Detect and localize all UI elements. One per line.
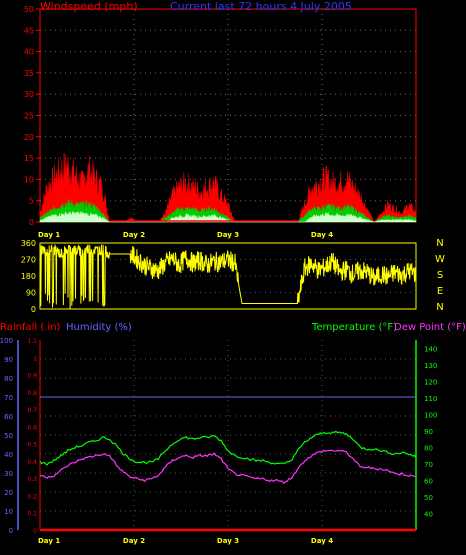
weather-x-tick-label: Day 1 [38,537,60,545]
y-tick-label: 35 [24,69,34,78]
humidity-tick-label: 50 [4,432,13,440]
wind-speed-panel: 0 5 10 15 20 25 30 35 40 45 50 Windspeed (mph) Curre… [24,0,417,239]
wind-x-tick-label: Day 4 [311,231,333,239]
y-tick-label: 45 [24,26,34,35]
humidity-tick-label: 100 [0,337,13,345]
y-tick-label: 20 [24,133,34,142]
temperature-tick-label: 120 [424,378,437,386]
rainfall-tick-label: 1 [33,355,37,362]
temperature-tick-label: 140 [424,345,437,353]
rainfall-tick-label: 0.1 [27,511,37,518]
compass-label: E [437,286,443,297]
y-tick-label: 15 [24,154,34,163]
temperature-tick-label: 100 [424,411,437,419]
wind-speed-title: Windspeed (mph) [40,0,138,13]
legend-rainfall: Rainfall (.in) [0,322,61,333]
y-tick-label: 5 [29,197,34,206]
y-tick-label: 0 [31,305,36,314]
compass-label: W [435,254,445,265]
series-gust [39,153,417,223]
temperature-tick-label: 70 [424,461,433,469]
rainfall-tick-label: 0.5 [27,442,37,449]
humidity-tick-label: 60 [4,413,13,421]
wind-x-tick-label: Day 1 [38,231,60,239]
rainfall-tick-label: 0.9 [27,373,37,380]
legend-humidity: Humidity (%) [66,322,132,333]
y-tick-label: 40 [24,48,34,57]
humidity-tick-label: 0 [9,527,13,535]
y-tick-label: 10 [24,175,34,184]
wind-x-tick-label: Day 2 [123,231,145,239]
y-tick-label: 180 [21,272,36,281]
rainfall-tick-label: 0.8 [27,390,37,397]
humidity-tick-label: 80 [4,375,13,383]
y-tick-label: 25 [24,112,34,121]
rainfall-tick-label: 0.6 [27,424,37,431]
weather-panel: 0 10 20 30 40 50 60 70 80 90 100 0 0.1 0.2 0.3 0.4 0.5 0.… [0,322,466,545]
temperature-tick-label: 90 [424,428,433,436]
y-tick-label: 360 [21,239,36,248]
temperature-tick-label: 110 [424,395,437,403]
rainfall-tick-label: 0.4 [27,459,37,466]
humidity-tick-label: 10 [4,508,13,516]
temperature-tick-label: 130 [424,362,437,370]
rainfall-tick-label: 0.2 [27,493,37,500]
compass-label: S [437,270,443,281]
compass-label: N [436,238,443,249]
y-tick-label: 50 [24,5,34,14]
y-tick-label: 90 [26,289,36,298]
series-dew-point [39,449,417,485]
legend-dew-point: Dew Point (°F) [394,322,466,333]
humidity-tick-label: 20 [4,489,13,497]
y-tick-label: 270 [21,256,36,265]
humidity-tick-label: 40 [4,451,13,459]
temperature-tick-label: 80 [424,444,433,452]
series-direction [39,243,417,310]
rainfall-tick-label: 1.1 [27,338,37,345]
wind-x-tick-label: Day 3 [217,231,239,239]
rainfall-tick-label: 0 [33,528,37,535]
humidity-tick-label: 70 [4,394,13,402]
legend-temperature: Temperature (°F) [311,322,397,333]
y-tick-label: 0 [29,218,34,227]
weather-x-tick-label: Day 4 [311,537,333,545]
humidity-tick-label: 30 [4,470,13,478]
compass-label: N [436,302,443,313]
rainfall-tick-label: 0.3 [27,476,37,483]
weather-x-tick-label: Day 3 [217,537,239,545]
y-tick-label: 30 [24,90,34,99]
weather-x-tick-label: Day 2 [123,537,145,545]
temperature-tick-label: 60 [424,477,433,485]
temperature-tick-label: 40 [424,510,433,518]
rainfall-tick-label: 0.7 [27,407,37,414]
humidity-tick-label: 90 [4,356,13,364]
temperature-tick-label: 50 [424,494,433,502]
wind-speed-subtitle: Current last 72 hours 4 July 2005 [170,0,352,13]
series-temperature [39,430,417,466]
